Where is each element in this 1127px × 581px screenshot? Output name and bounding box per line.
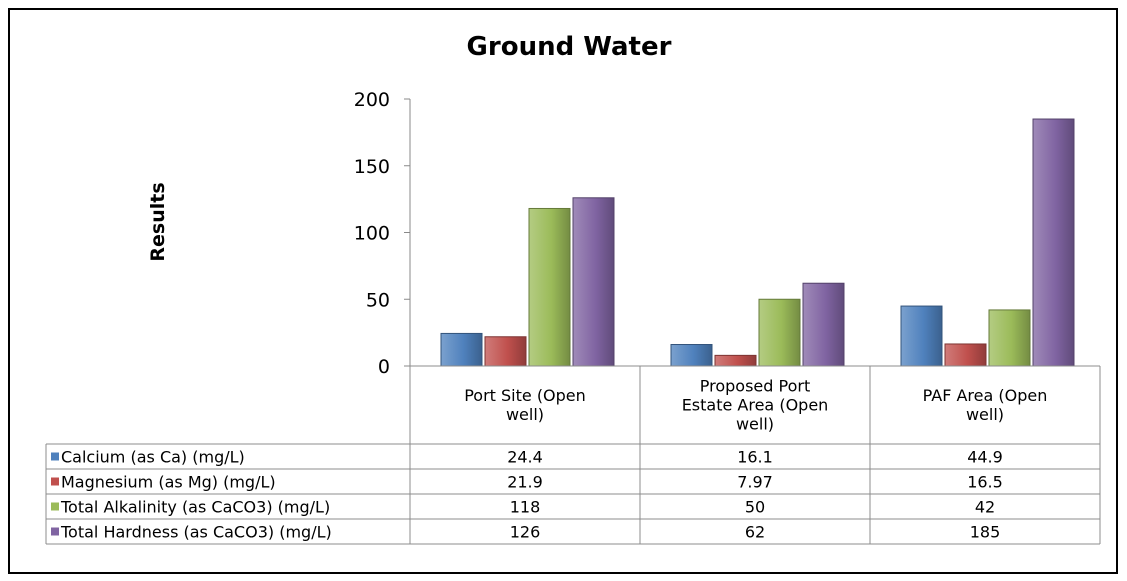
series-label: Total Alkalinity (as CaCO3) (mg/L) [60,498,330,517]
bar-series1-cat2 [670,344,713,367]
data-label: 16.1 [737,448,773,467]
bar-series2-cat1 [484,336,527,367]
bar-series4-cat3 [1032,118,1075,367]
data-label: 118 [510,498,541,517]
y-tick-label: 50 [366,289,390,311]
legend-key-series3 [51,502,59,511]
data-label: 44.9 [967,448,1003,467]
data-label: 24.4 [507,448,543,467]
bars [440,118,1075,367]
data-label: 42 [975,498,995,517]
bar-series2-cat3 [944,343,987,367]
bar-series4-cat2 [802,282,845,367]
data-label: 185 [970,523,1001,542]
category-label: Proposed Port Estate Area (Open well) [682,377,829,434]
axes: 0 50 100 150 200 [354,89,1100,378]
data-label: 21.9 [507,473,543,492]
legend-key-series1 [51,452,59,461]
y-tick-label: 0 [378,356,390,378]
data-table: Port Site (Open well) Proposed Port Estate … [45,366,1101,545]
category-label: Port Site (Open well) [464,386,586,424]
bar-series3-cat2 [758,298,801,367]
bar-series1-cat3 [900,305,943,367]
y-tick-label: 200 [354,89,390,111]
chart-title: Ground Water [467,32,672,62]
data-label: 16.5 [967,473,1003,492]
series-label: Calcium (as Ca) (mg/L) [61,448,245,467]
data-label: 7.97 [737,473,773,492]
bar-series3-cat3 [988,309,1031,367]
bar-series1-cat1 [440,332,483,367]
y-axis-label: Results [147,182,169,261]
bar-series3-cat1 [528,207,571,367]
bar-series2-cat2 [714,354,757,367]
data-label: 62 [745,523,765,542]
legend-key-series2 [51,477,59,486]
data-label: 50 [745,498,765,517]
series-label: Magnesium (as Mg) (mg/L) [61,473,276,492]
category-label: PAF Area (Open well) [923,386,1048,424]
y-tick-label: 100 [354,223,390,245]
data-label: 126 [510,523,541,542]
legend-key-series4 [51,527,59,536]
y-tick-label: 150 [354,156,390,178]
bar-series4-cat1 [572,197,615,367]
series-label: Total Hardness (as CaCO3) (mg/L) [60,523,332,542]
